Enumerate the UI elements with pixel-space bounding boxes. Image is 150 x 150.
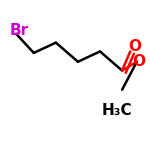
Text: O: O [133, 54, 146, 69]
Text: Br: Br [9, 23, 29, 38]
Text: H₃C: H₃C [102, 103, 132, 118]
Text: O: O [128, 39, 141, 54]
